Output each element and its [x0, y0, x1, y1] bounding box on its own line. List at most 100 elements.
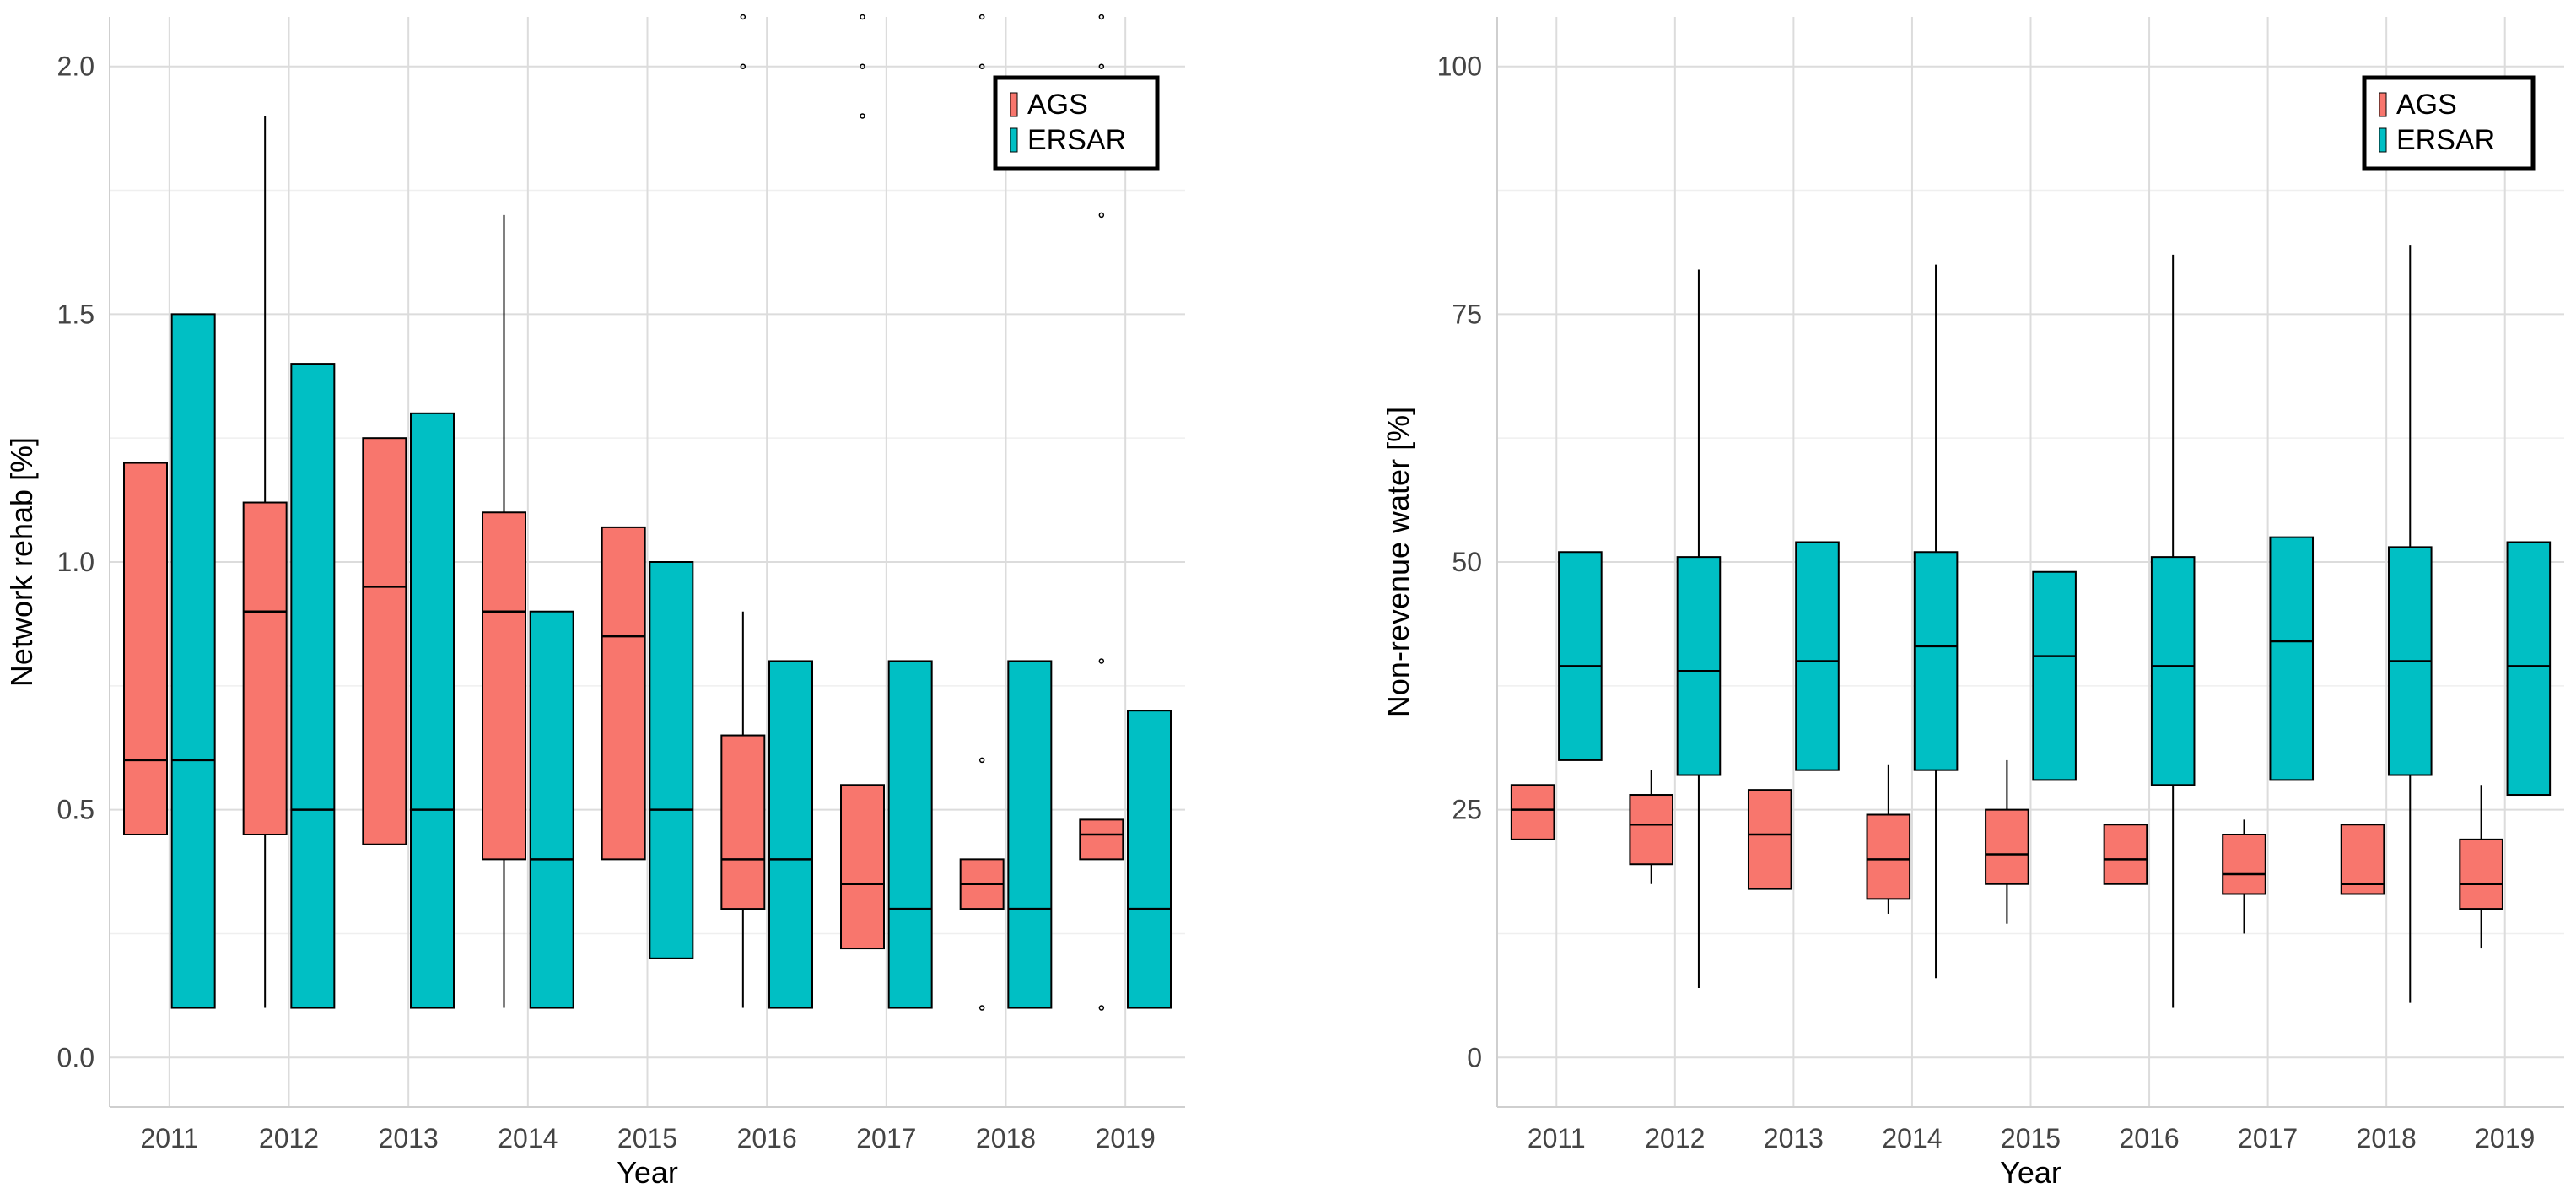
legend-frame: [993, 75, 1160, 171]
box-ags-2015: [1985, 759, 2029, 924]
box-ersar-2019: [1127, 710, 1172, 1009]
y-tick-label: 50: [1452, 547, 1482, 577]
y-axis-title: Non-revenue water [%]: [1381, 407, 1415, 717]
box-iqr: [362, 437, 407, 845]
outlier-point: [1098, 1005, 1105, 1011]
x-tick-label: 2019: [2475, 1123, 2535, 1153]
outlier-point: [1098, 658, 1105, 664]
outlier-point: [1098, 14, 1105, 20]
outlier-point: [860, 14, 865, 20]
box-ersar-2011: [1558, 551, 1603, 761]
x-tick-label: 2018: [2357, 1123, 2417, 1153]
box-ersar-2015: [2032, 570, 2077, 781]
box-ags-2013: [362, 437, 407, 845]
legend-label-ags: AGS: [1027, 89, 1088, 121]
box-iqr: [840, 784, 885, 950]
x-tick-label: 2012: [259, 1123, 319, 1153]
box-iqr: [2150, 556, 2196, 786]
box-iqr: [1127, 710, 1172, 1009]
legend-key-ags: [2379, 92, 2387, 117]
box-ersar-2012: [290, 363, 336, 1009]
series-ags: [1510, 759, 2503, 949]
box-ags-2014: [1866, 764, 1911, 914]
box-iqr: [1747, 789, 1792, 890]
box-iqr: [170, 313, 216, 1009]
y-tick-label: 25: [1452, 795, 1482, 825]
outlier-point: [740, 63, 746, 69]
box-ags-2019: [1079, 14, 1124, 1011]
outlier-point: [1098, 63, 1105, 69]
box-ags-2017: [2222, 819, 2266, 934]
x-tick-label: 2017: [2238, 1123, 2298, 1153]
x-tick-label: 2018: [976, 1123, 1036, 1153]
y-tick-label: 0: [1467, 1042, 1482, 1072]
x-tick-label: 2014: [1882, 1123, 1942, 1153]
box-ags-2014: [482, 214, 526, 1008]
box-ersar-2013: [1795, 541, 1840, 771]
box-ags-2017: [840, 14, 885, 950]
x-tick-label: 2011: [140, 1123, 198, 1153]
box-iqr: [1629, 794, 1674, 866]
box-ersar-2017: [2269, 536, 2315, 781]
x-tick-label: 2015: [2001, 1123, 2061, 1153]
box-ersar-2018: [1007, 660, 1053, 1009]
legend-key-ersar: [2379, 127, 2387, 153]
box-ags-2018: [959, 14, 1005, 1011]
box-iqr: [1985, 808, 2029, 885]
box-ersar-2017: [887, 660, 933, 1009]
box-iqr: [720, 734, 766, 910]
box-iqr: [2222, 834, 2266, 895]
box-ersar-2012: [1676, 269, 1722, 989]
y-tick-label: 100: [1437, 51, 1482, 82]
box-iqr: [242, 501, 288, 835]
x-tick-label: 2016: [2119, 1123, 2179, 1153]
box-iqr: [2032, 570, 2077, 781]
box-iqr: [887, 660, 933, 1009]
box-iqr: [123, 462, 168, 836]
box-ags-2016: [2103, 824, 2148, 885]
y-tick-label: 0.0: [57, 1042, 94, 1072]
box-iqr: [482, 511, 526, 861]
box-iqr: [1079, 818, 1124, 861]
x-tick-label: 2013: [1764, 1123, 1824, 1153]
y-tick-label: 0.5: [57, 795, 94, 825]
legend-key-ags: [1010, 92, 1018, 117]
box-iqr: [290, 363, 336, 1009]
outlier-point: [860, 63, 865, 69]
box-iqr: [768, 660, 813, 1009]
outlier-point: [860, 113, 865, 119]
y-tick-label: 2.0: [57, 51, 94, 82]
box-iqr: [601, 526, 646, 861]
box-iqr: [1795, 541, 1840, 771]
legend-label-ags: AGS: [2396, 89, 2457, 121]
x-tick-label: 2019: [1096, 1123, 1156, 1153]
outlier-point: [978, 757, 985, 764]
box-ersar-2014: [1913, 264, 1959, 979]
y-tick-label: 75: [1452, 299, 1482, 329]
box-ags-2018: [2340, 824, 2385, 895]
box-iqr: [2269, 536, 2315, 781]
box-ags-2019: [2459, 785, 2503, 949]
box-iqr: [1007, 660, 1053, 1009]
x-tick-label: 2015: [617, 1123, 677, 1153]
outlier-point: [978, 14, 985, 20]
box-iqr: [1510, 784, 1555, 840]
y-tick-label: 1.5: [57, 299, 94, 329]
box-ags-2015: [601, 526, 646, 861]
x-tick-label: 2013: [379, 1123, 439, 1153]
box-ersar-2018: [2387, 245, 2433, 1003]
legend-label-ersar: ERSAR: [1027, 124, 1126, 156]
box-ags-2016: [720, 14, 766, 1008]
box-ags-2011: [123, 462, 168, 836]
x-tick-label: 2012: [1645, 1123, 1705, 1153]
box-iqr: [1866, 813, 1911, 900]
series-ags: [123, 14, 1124, 1011]
legend-key-ersar: [1010, 127, 1018, 153]
series-ersar: [1558, 245, 2552, 1008]
box-ags-2011: [1510, 784, 1555, 840]
box-iqr: [529, 610, 574, 1009]
box-ersar-2016: [768, 660, 813, 1009]
chart-panel-nrw: 0 25 50 75 100 2011 2012 2013 2014 2015 2016 2017 20…: [1381, 17, 2564, 1190]
